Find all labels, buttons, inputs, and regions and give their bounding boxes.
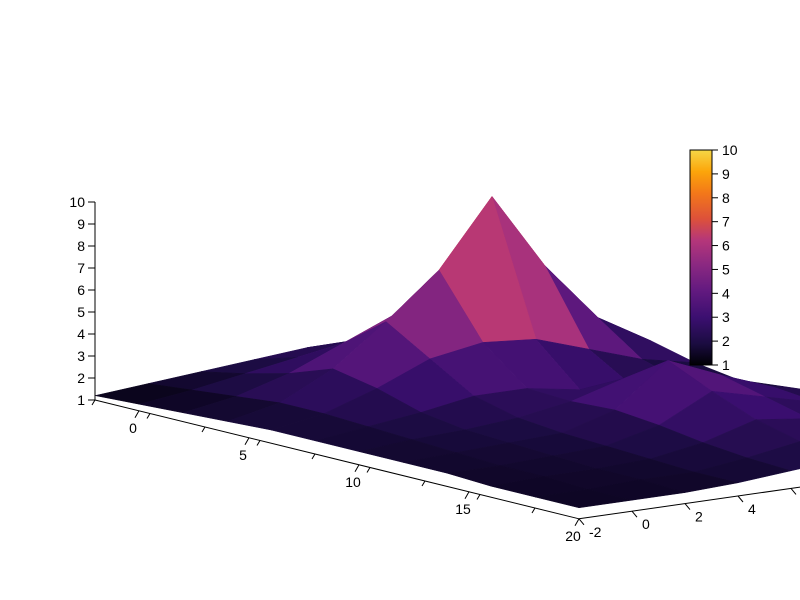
y-tick-label: 2 bbox=[695, 509, 703, 525]
y-tick-label: -2 bbox=[589, 524, 602, 540]
z-tick-label: 9 bbox=[77, 216, 85, 232]
colorbar-tick-label: 5 bbox=[722, 261, 730, 277]
colorbar-tick-label: 8 bbox=[722, 190, 730, 206]
surface3d-chart: 1234567891005101520-20246810121412345678… bbox=[0, 0, 800, 600]
y-tick-label: 4 bbox=[748, 501, 756, 517]
z-tick-label: 4 bbox=[77, 326, 85, 342]
x-tick-label: 10 bbox=[345, 474, 361, 490]
x-tick-label: 20 bbox=[565, 528, 581, 544]
z-tick-label: 1 bbox=[77, 392, 85, 408]
x-tick-label: 15 bbox=[455, 501, 471, 517]
z-tick-label: 10 bbox=[69, 194, 85, 210]
colorbar-tick-label: 7 bbox=[722, 214, 730, 230]
colorbar-tick-label: 2 bbox=[722, 333, 730, 349]
z-tick-label: 2 bbox=[77, 370, 85, 386]
z-tick-label: 8 bbox=[77, 238, 85, 254]
y-tick-label: 0 bbox=[642, 516, 650, 532]
colorbar: 1 2 3 4 5 6 7 8 9 10 bbox=[690, 142, 738, 373]
colorbar-tick-label: 10 bbox=[722, 142, 738, 158]
z-tick-label: 6 bbox=[77, 282, 85, 298]
colorbar-tick-label: 3 bbox=[722, 309, 730, 325]
z-tick-label: 7 bbox=[77, 260, 85, 276]
colorbar-tick-label: 4 bbox=[722, 285, 730, 301]
x-tick-label: 5 bbox=[239, 447, 247, 463]
colorbar-tick-label: 6 bbox=[722, 238, 730, 254]
z-tick-label: 5 bbox=[77, 304, 85, 320]
x-tick-label: 0 bbox=[129, 420, 137, 436]
colorbar-tick-label: 9 bbox=[722, 166, 730, 182]
z-tick-label: 3 bbox=[77, 348, 85, 364]
colorbar-tick-label: 1 bbox=[722, 357, 730, 373]
